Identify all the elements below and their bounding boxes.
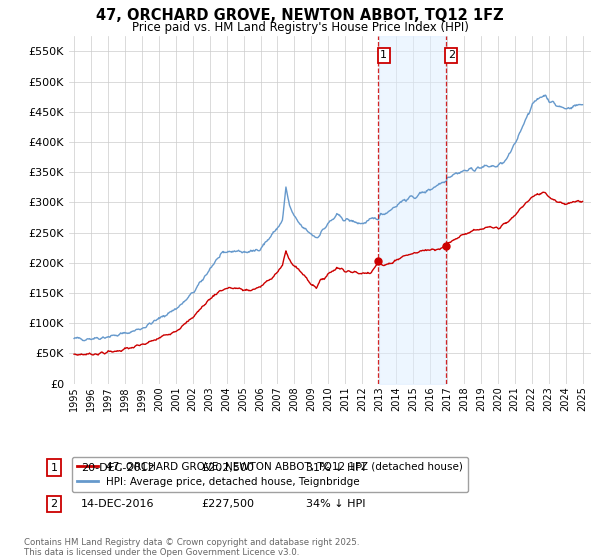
Text: 20-DEC-2012: 20-DEC-2012 <box>81 463 155 473</box>
Text: 31% ↓ HPI: 31% ↓ HPI <box>306 463 365 473</box>
Text: 1: 1 <box>50 463 58 473</box>
Text: 2: 2 <box>50 499 58 509</box>
Text: 47, ORCHARD GROVE, NEWTON ABBOT, TQ12 1FZ: 47, ORCHARD GROVE, NEWTON ABBOT, TQ12 1F… <box>96 8 504 24</box>
Text: £202,500: £202,500 <box>201 463 254 473</box>
Text: 2: 2 <box>448 50 455 60</box>
Text: Price paid vs. HM Land Registry's House Price Index (HPI): Price paid vs. HM Land Registry's House … <box>131 21 469 34</box>
Text: £227,500: £227,500 <box>201 499 254 509</box>
Legend: 47, ORCHARD GROVE, NEWTON ABBOT, TQ12 1FZ (detached house), HPI: Average price, : 47, ORCHARD GROVE, NEWTON ABBOT, TQ12 1F… <box>71 456 468 492</box>
Text: 1: 1 <box>380 50 387 60</box>
Text: Contains HM Land Registry data © Crown copyright and database right 2025.
This d: Contains HM Land Registry data © Crown c… <box>24 538 359 557</box>
Text: 34% ↓ HPI: 34% ↓ HPI <box>306 499 365 509</box>
Text: 14-DEC-2016: 14-DEC-2016 <box>81 499 155 509</box>
